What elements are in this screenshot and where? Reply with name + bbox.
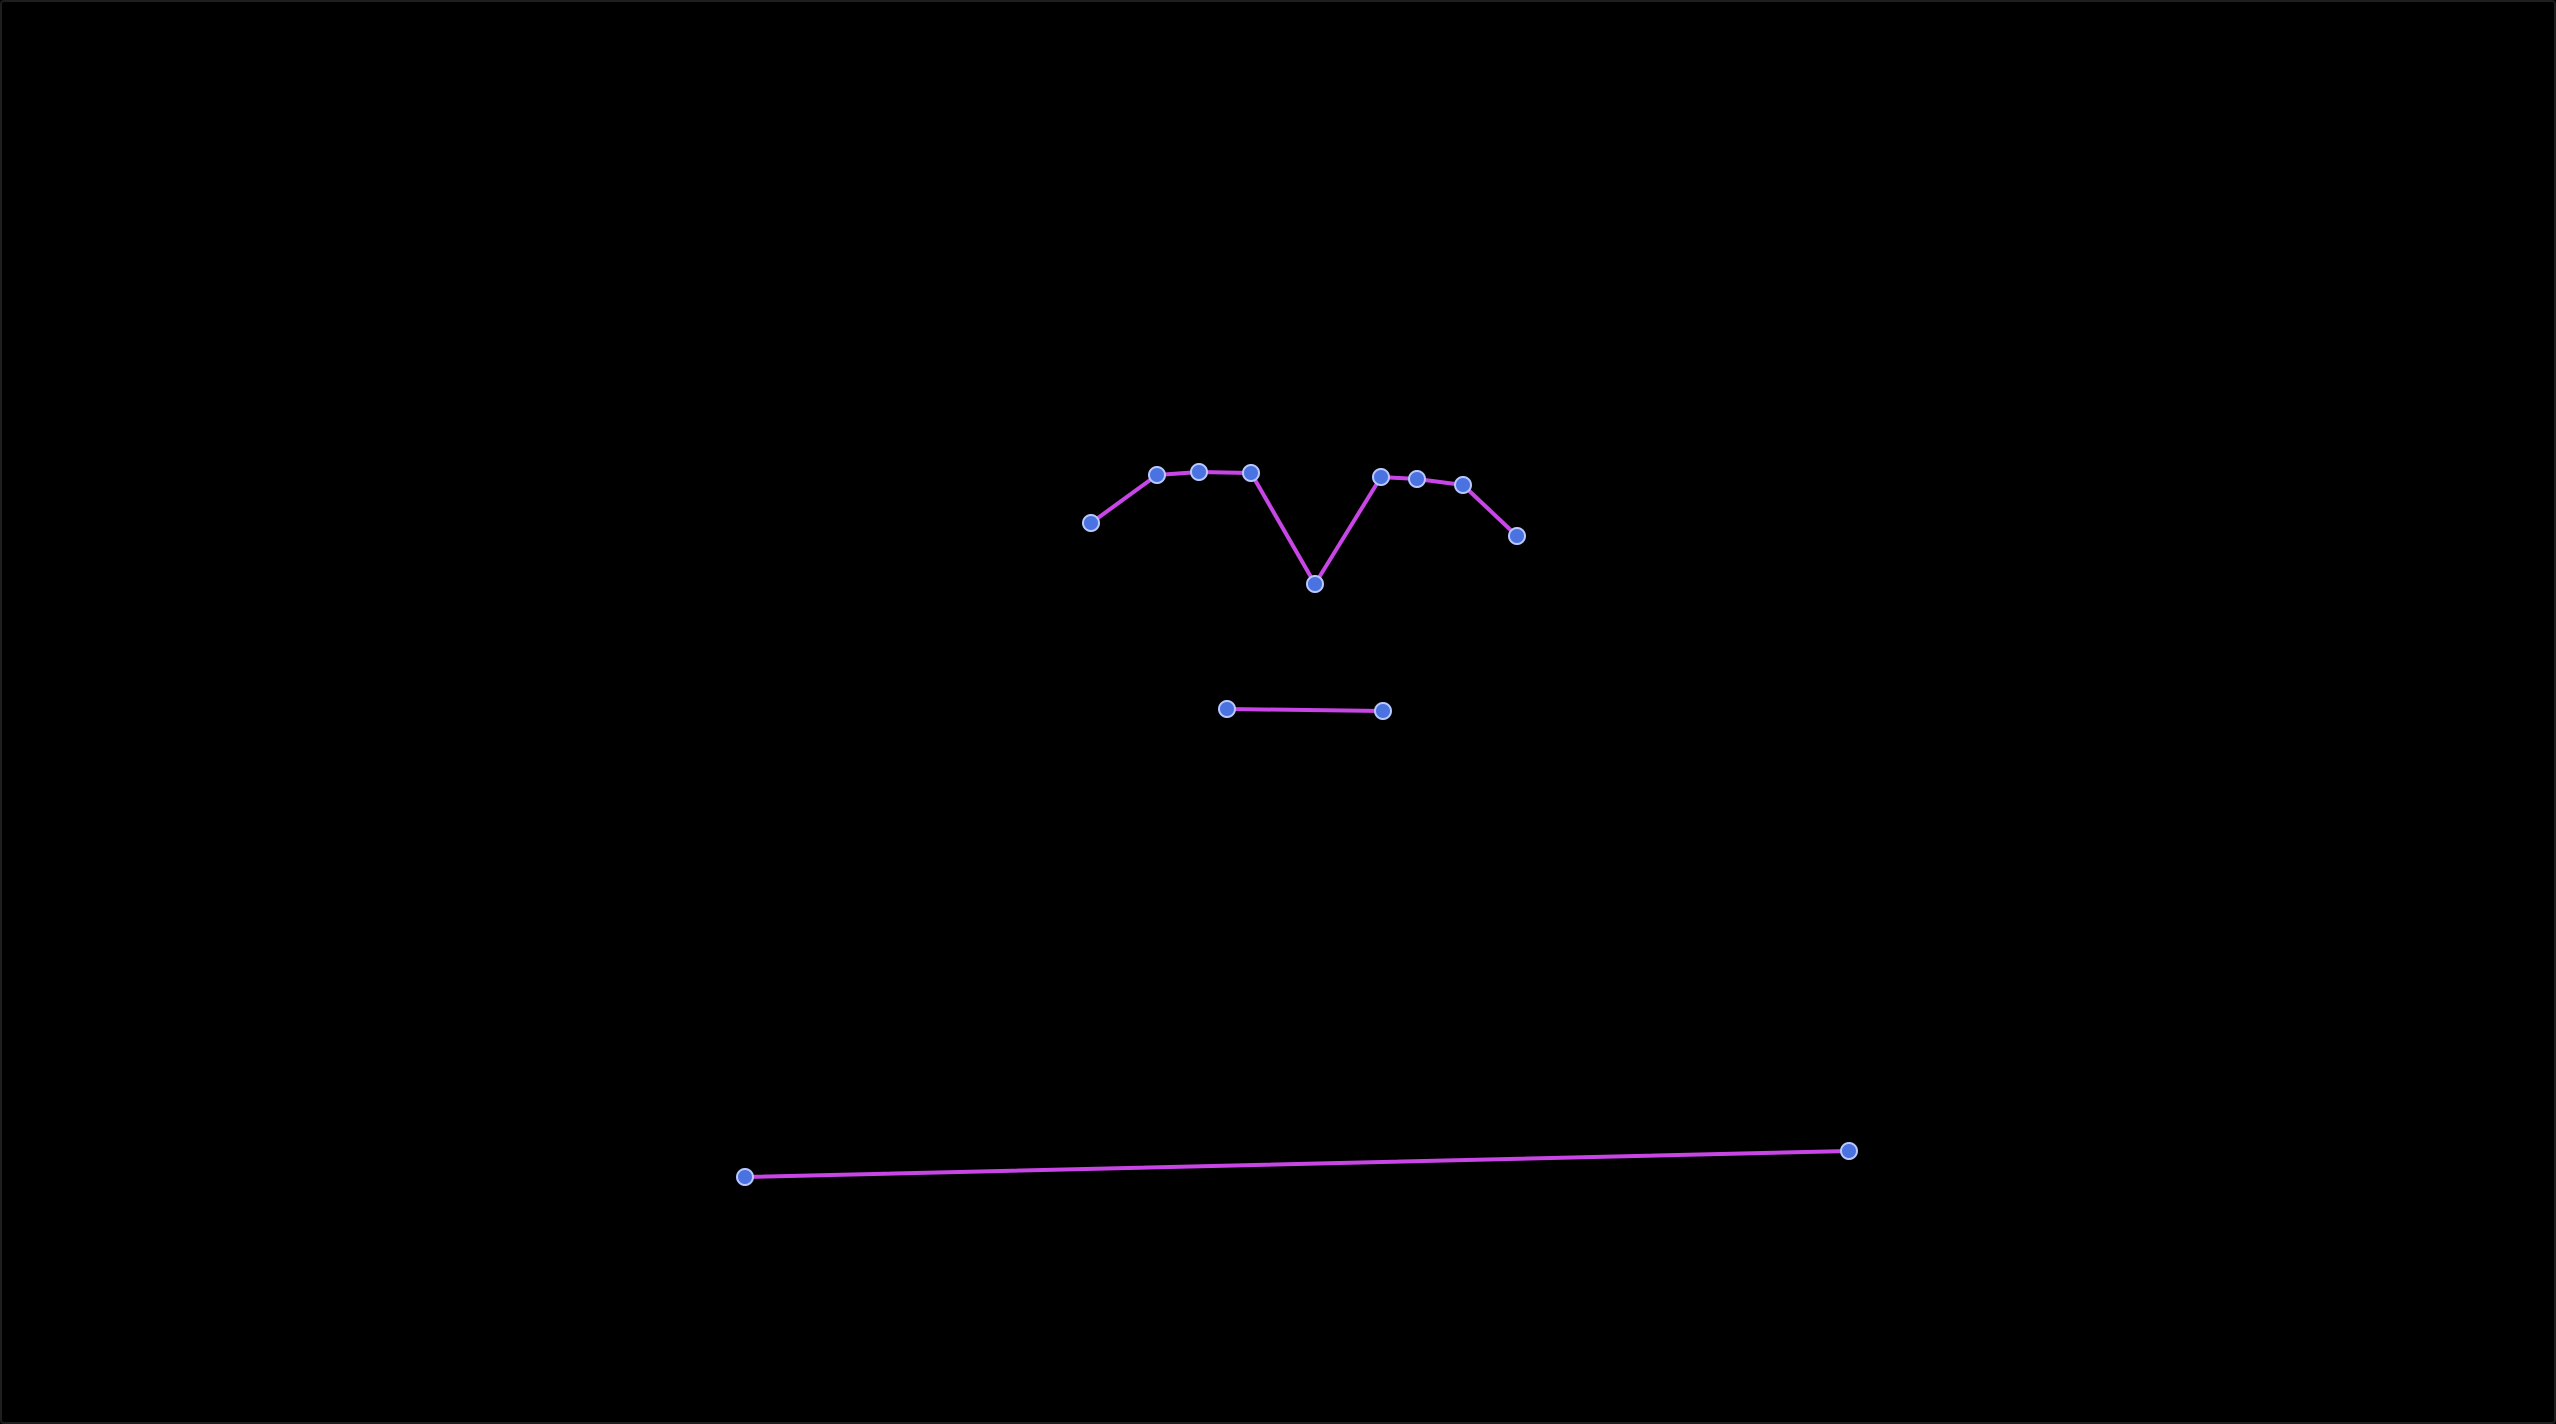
lower-segment[interactable] [736,1142,1858,1186]
upper-contour-point-8[interactable] [1508,527,1526,545]
upper-contour-point-1[interactable] [1148,466,1166,484]
upper-contour-point-7[interactable] [1454,476,1472,494]
middle-segment-point-1[interactable] [1374,702,1392,720]
upper-contour-edge[interactable] [1089,470,1519,586]
middle-segment-point-0[interactable] [1218,700,1236,718]
upper-contour-point-5[interactable] [1372,468,1390,486]
middle-segment[interactable] [1218,700,1392,720]
lower-segment-point-0[interactable] [736,1168,754,1186]
lower-segment-edge[interactable] [743,1149,1851,1179]
upper-contour-point-2[interactable] [1190,463,1208,481]
upper-contour-point-6[interactable] [1408,470,1426,488]
upper-contour-point-3[interactable] [1242,464,1260,482]
upper-contour-point-4[interactable] [1306,575,1324,593]
middle-segment-edge[interactable] [1225,707,1385,713]
upper-contour[interactable] [1082,463,1526,593]
upper-contour-point-0[interactable] [1082,514,1100,532]
lower-segment-point-1[interactable] [1840,1142,1858,1160]
